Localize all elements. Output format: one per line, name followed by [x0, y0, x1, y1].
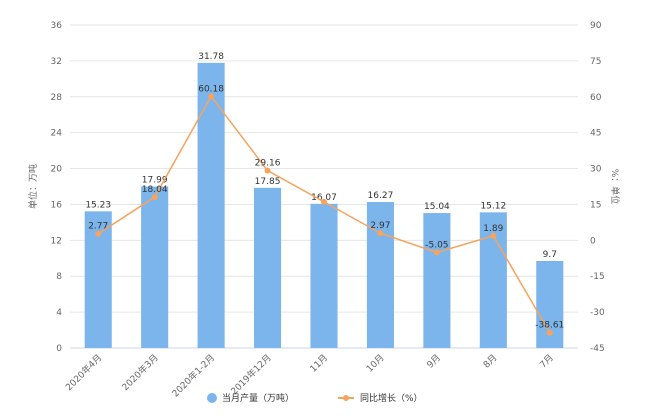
x-tick-label: 2019年12月	[228, 352, 274, 398]
y2-tick-label: 45	[590, 129, 601, 139]
y-tick-label: 28	[51, 93, 63, 103]
growth-point	[95, 230, 102, 237]
bar	[197, 62, 225, 348]
y2-axis-title: %：单位	[609, 169, 621, 205]
bar-value-label: 16.07	[311, 193, 337, 203]
x-tick-label: 11月	[308, 352, 330, 374]
x-tick-label: 10月	[364, 352, 386, 374]
growth-point	[151, 194, 158, 201]
y2-tick-label: 0	[590, 236, 596, 246]
y2-tick-label: 90	[590, 21, 602, 31]
x-tick-label: 2020年1-2月	[169, 352, 217, 400]
legend-line-label: 同比增长（%）	[360, 392, 423, 404]
growth-value-label: 60.18	[198, 84, 224, 94]
y-tick-label: 4	[56, 308, 62, 318]
y2-tick-label: -15	[590, 272, 605, 282]
growth-point	[377, 230, 384, 237]
legend-line-dot	[343, 395, 349, 401]
growth-point	[546, 329, 553, 336]
legend-bar-marker	[207, 393, 217, 403]
growth-point	[433, 249, 440, 256]
y-tick-label: 24	[51, 129, 63, 139]
growth-value-label: 2.97	[370, 221, 390, 231]
y-axis-title: 单位：万吨	[27, 164, 39, 209]
y-tick-label: 32	[51, 57, 62, 67]
x-tick-label: 7月	[538, 352, 556, 370]
growth-value-label: 18.04	[142, 185, 168, 195]
bar	[366, 202, 394, 348]
legend-bar-label: 当月产量（万吨）	[222, 392, 294, 404]
growth-value-label: 1.89	[483, 224, 503, 234]
bar-value-label: 15.23	[85, 200, 111, 210]
bar-value-label: 17.85	[255, 177, 281, 187]
y-tick-label: 20	[51, 165, 63, 175]
y2-tick-label: 15	[590, 200, 601, 210]
bar	[141, 186, 169, 348]
y-tick-label: 0	[56, 344, 62, 354]
bar-value-label: 16.27	[368, 191, 394, 201]
growth-value-label: -38.61	[535, 321, 564, 331]
y-tick-label: 8	[56, 272, 62, 282]
growth-point	[208, 93, 215, 100]
y2-tick-label: 75	[590, 57, 601, 67]
y-tick-label: 16	[51, 200, 63, 210]
bar-value-label: 15.12	[480, 201, 506, 211]
x-tick-label: 2020年3月	[119, 352, 160, 393]
y2-tick-label: -30	[590, 308, 605, 318]
y2-tick-label: 60	[590, 93, 602, 103]
y2-tick-label: -45	[590, 344, 605, 354]
bar	[310, 203, 338, 348]
bar-value-label: 9.7	[543, 250, 557, 260]
y2-tick-label: 30	[590, 165, 602, 175]
bar-value-label: 17.99	[142, 176, 168, 186]
x-tick-label: 2020年4月	[63, 352, 104, 393]
growth-point	[264, 167, 271, 174]
bar	[254, 187, 282, 348]
growth-point	[321, 198, 327, 205]
x-tick-label: 9月	[425, 352, 443, 370]
x-tick-label: 8月	[481, 352, 499, 370]
growth-value-label: 2.77	[88, 222, 108, 232]
y-tick-label: 36	[51, 21, 63, 31]
y-tick-label: 12	[51, 236, 62, 246]
growth-value-label: -5.05	[425, 240, 448, 250]
bar	[423, 213, 451, 348]
bar-value-label: 31.78	[198, 52, 224, 62]
bar-value-label: 15.04	[424, 202, 450, 212]
growth-point	[490, 232, 497, 239]
growth-value-label: 29.16	[255, 159, 281, 169]
